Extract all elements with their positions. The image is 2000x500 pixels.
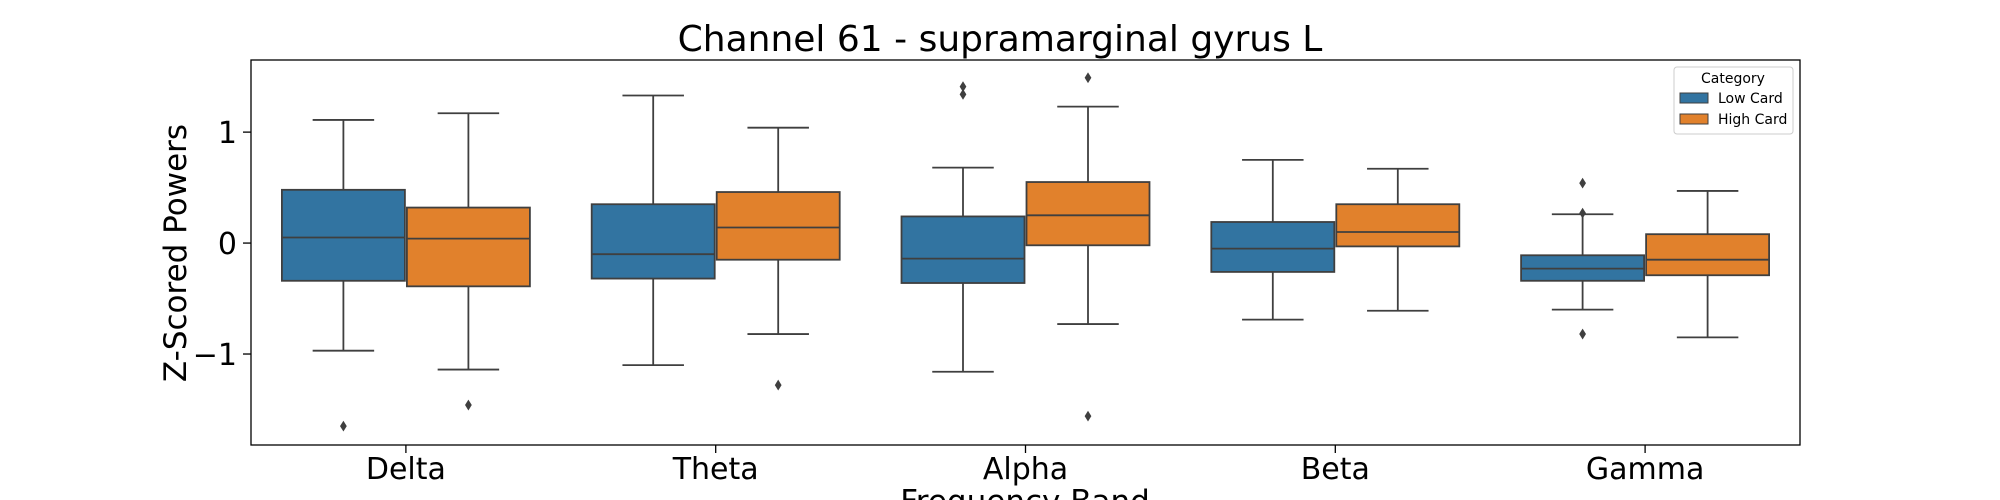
box-high-card bbox=[405, 206, 531, 288]
outlier-point bbox=[1084, 410, 1092, 422]
outlier-point bbox=[1579, 207, 1586, 219]
y-tick-label: 1 bbox=[218, 116, 237, 151]
legend-label-high-card: High Card bbox=[1718, 112, 1787, 128]
box-low-card bbox=[280, 188, 406, 282]
plot-area bbox=[280, 72, 1770, 432]
box-low-card bbox=[590, 203, 716, 280]
box-high-card bbox=[1025, 181, 1151, 247]
chart-title: Channel 61 - supramarginal gyrus L bbox=[678, 19, 1323, 60]
y-tick-label: 0 bbox=[218, 227, 237, 262]
x-tick-label: Alpha bbox=[983, 452, 1068, 487]
outlier-point bbox=[1579, 328, 1586, 340]
legend-swatch-high-card bbox=[1679, 113, 1709, 125]
box-low-card bbox=[900, 215, 1026, 284]
legend: Category Low Card High Card bbox=[1673, 66, 1794, 135]
box-high-card bbox=[1335, 203, 1461, 248]
x-tick-label: Gamma bbox=[1586, 452, 1704, 487]
box-high-card bbox=[1645, 233, 1770, 277]
legend-title: Category bbox=[1701, 71, 1765, 87]
box-low-card bbox=[1210, 221, 1336, 273]
x-axis-label: Frequency Band bbox=[900, 484, 1150, 500]
x-tick-label: Beta bbox=[1301, 452, 1370, 487]
x-tick-label: Theta bbox=[672, 452, 759, 487]
outlier-point bbox=[1084, 72, 1092, 84]
y-tick-label: −1 bbox=[193, 338, 237, 373]
outlier-point bbox=[959, 88, 967, 100]
y-axis-label: Z-Scored Powers bbox=[158, 124, 194, 382]
outlier-point bbox=[774, 379, 782, 391]
legend-swatch-low-card bbox=[1679, 92, 1709, 104]
outlier-point bbox=[340, 420, 347, 432]
outlier-point bbox=[959, 81, 967, 93]
legend-label-low-card: Low Card bbox=[1718, 91, 1783, 107]
outlier-point bbox=[465, 399, 472, 411]
x-tick-label: Delta bbox=[366, 452, 446, 487]
box-high-card bbox=[715, 191, 841, 261]
outlier-point bbox=[1579, 177, 1586, 189]
